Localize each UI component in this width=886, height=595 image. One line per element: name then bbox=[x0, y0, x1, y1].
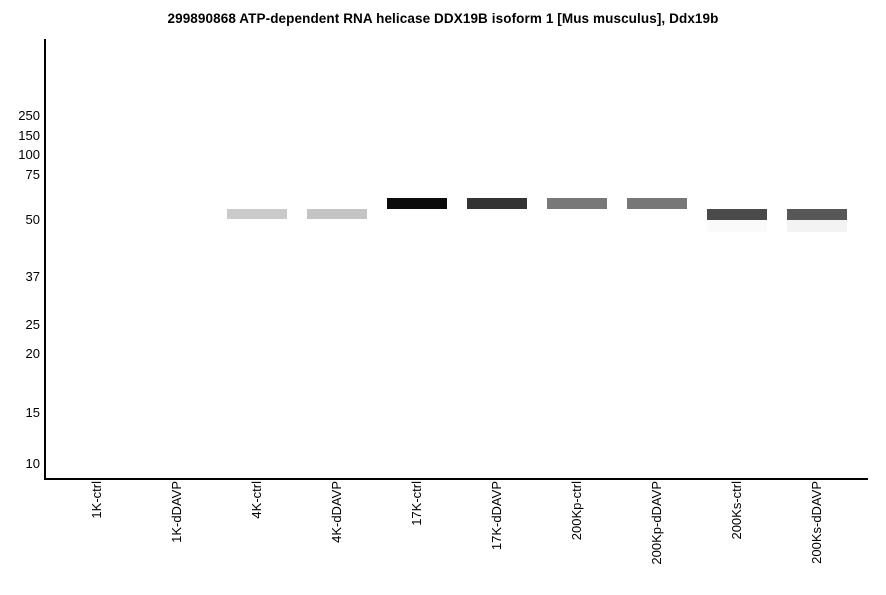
y-tick-label-75: 75 bbox=[25, 167, 40, 182]
faint-subband-200Ks-dDAVP bbox=[787, 220, 847, 232]
y-tick-label-50: 50 bbox=[25, 212, 40, 227]
band-200Kp-dDAVP bbox=[627, 198, 687, 209]
y-tick-label-15: 15 bbox=[25, 405, 40, 420]
y-tick-label-150: 150 bbox=[18, 128, 40, 143]
lane-label-17K-dDAVP: 17K-dDAVP bbox=[489, 481, 504, 551]
y-axis-line bbox=[44, 39, 46, 480]
chart-title: 299890868 ATP-dependent RNA helicase DDX… bbox=[167, 11, 719, 26]
y-tick-label-10: 10 bbox=[25, 456, 40, 471]
lane-label-17K-ctrl: 17K-ctrl bbox=[409, 481, 424, 526]
y-tick-label-20: 20 bbox=[25, 346, 40, 361]
lane-label-1K-dDAVP: 1K-dDAVP bbox=[169, 481, 184, 543]
band-200Ks-ctrl bbox=[707, 209, 767, 220]
y-tick-label-25: 25 bbox=[25, 317, 40, 332]
lane-label-4K-ctrl: 4K-ctrl bbox=[249, 481, 264, 519]
x-axis-line bbox=[44, 478, 868, 480]
y-tick-label-250: 250 bbox=[18, 108, 40, 123]
band-200Ks-dDAVP bbox=[787, 209, 847, 220]
lane-label-200Kp-dDAVP: 200Kp-dDAVP bbox=[649, 481, 664, 565]
band-17K-ctrl bbox=[387, 198, 447, 209]
band-4K-dDAVP bbox=[307, 209, 367, 219]
faint-subband-200Ks-ctrl bbox=[707, 220, 767, 232]
lane-label-200Kp-ctrl: 200Kp-ctrl bbox=[569, 481, 584, 541]
band-17K-dDAVP bbox=[467, 198, 527, 209]
lane-label-1K-ctrl: 1K-ctrl bbox=[89, 481, 104, 519]
band-200Kp-ctrl bbox=[547, 198, 607, 209]
y-tick-label-100: 100 bbox=[18, 147, 40, 162]
lane-label-4K-dDAVP: 4K-dDAVP bbox=[329, 481, 344, 543]
band-4K-ctrl bbox=[227, 209, 287, 219]
y-tick-label-37: 37 bbox=[25, 269, 40, 284]
lane-label-200Ks-dDAVP: 200Ks-dDAVP bbox=[809, 481, 824, 564]
lane-label-200Ks-ctrl: 200Ks-ctrl bbox=[729, 481, 744, 540]
